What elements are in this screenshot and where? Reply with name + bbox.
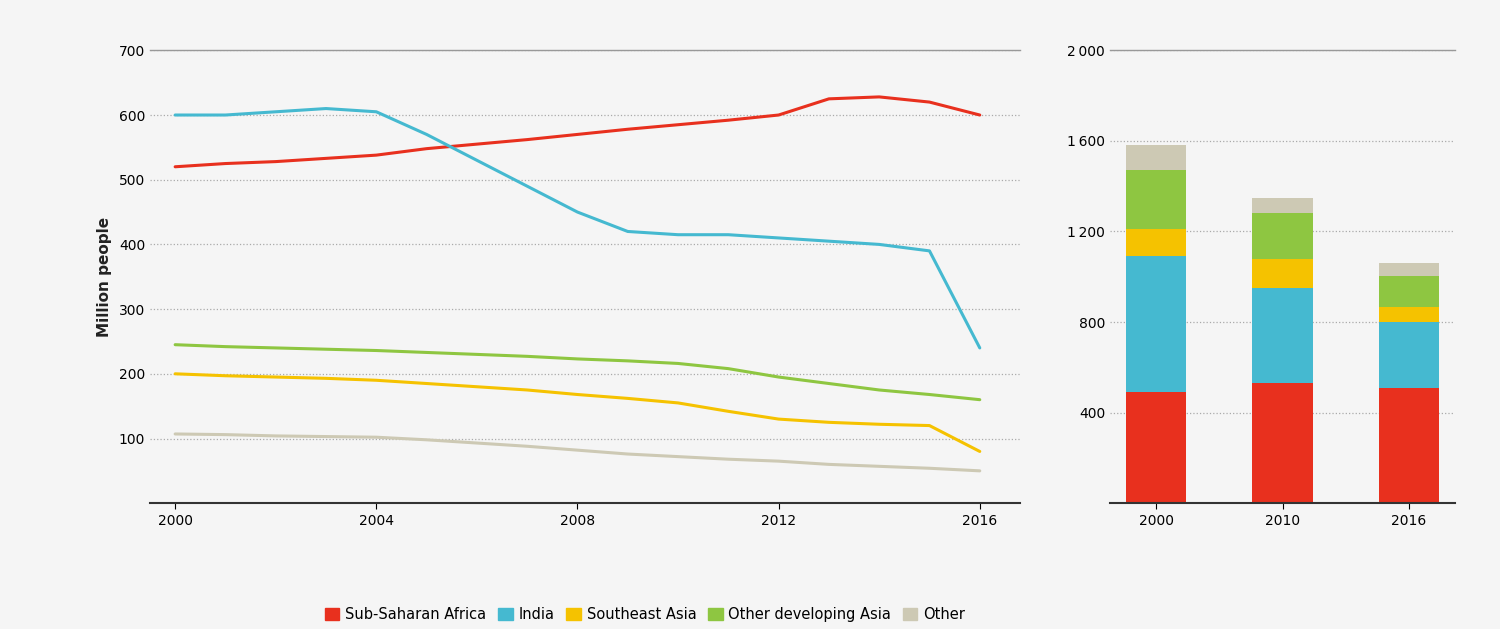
Bar [1378, 387, 1440, 503]
Bar [1125, 229, 1186, 257]
Bar [1252, 383, 1312, 503]
Bar [1252, 288, 1312, 383]
Bar [1378, 276, 1440, 308]
Bar [1378, 263, 1440, 276]
Bar [1252, 198, 1312, 213]
Bar [1378, 308, 1440, 322]
Legend: Sub-Saharan Africa, India, Southeast Asia, Other developing Asia, Other: Sub-Saharan Africa, India, Southeast Asi… [320, 601, 971, 628]
Bar [1125, 392, 1186, 503]
Bar [1125, 170, 1186, 229]
Y-axis label: Million people: Million people [98, 217, 112, 337]
Bar [1125, 145, 1186, 170]
Bar [1252, 213, 1312, 259]
Bar [1252, 259, 1312, 288]
Bar [1125, 257, 1186, 392]
Bar [1378, 322, 1440, 387]
